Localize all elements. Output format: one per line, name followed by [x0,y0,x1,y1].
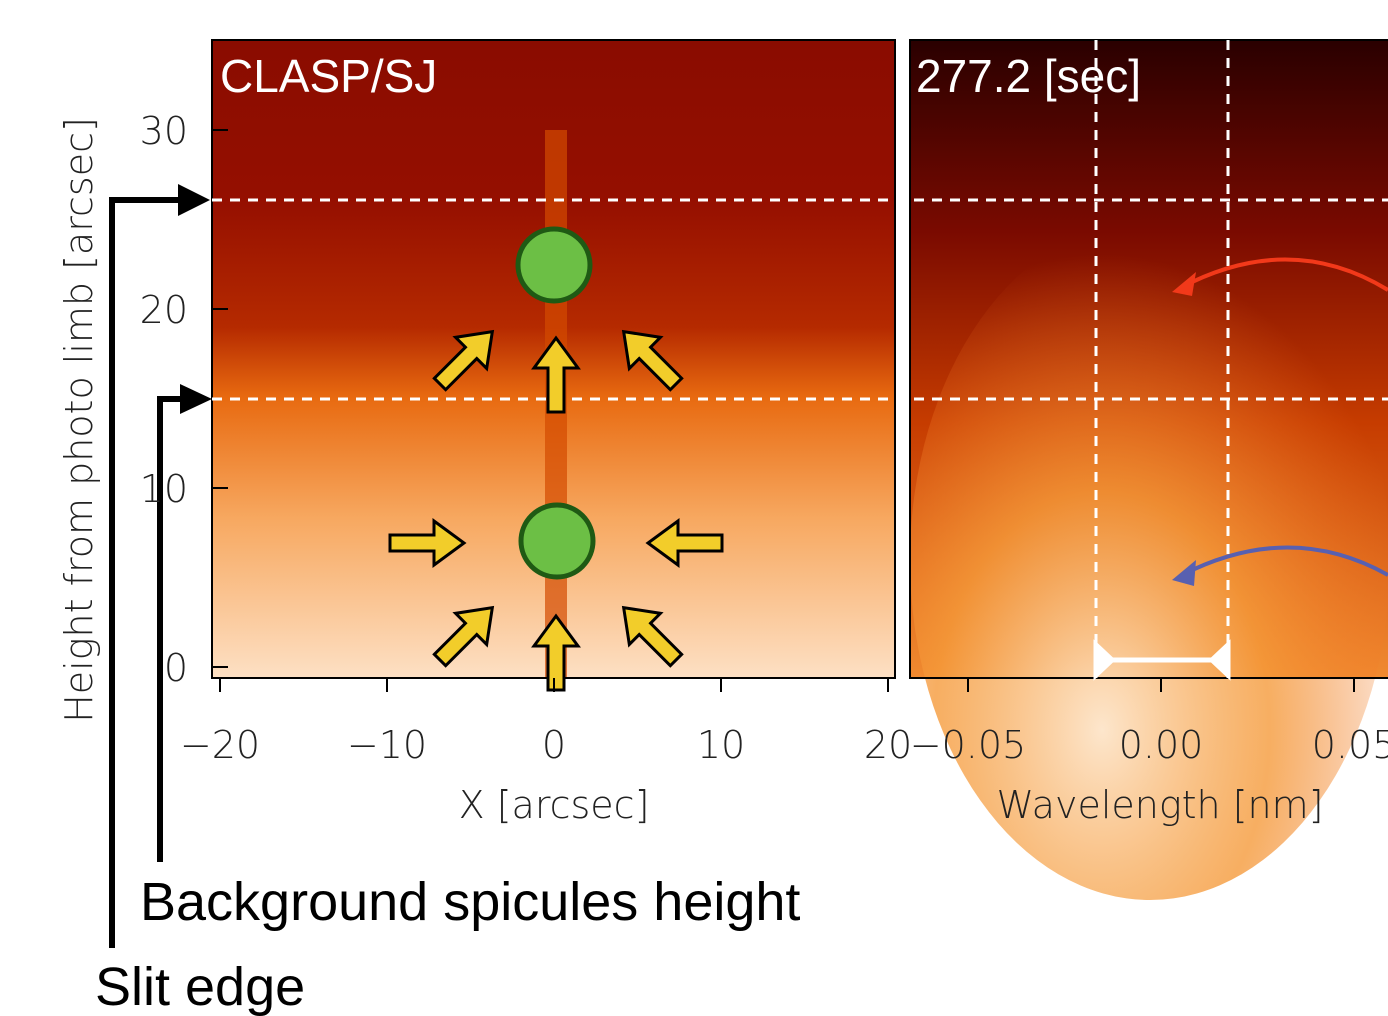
x-axis-title: X [arcsec] [459,783,650,827]
y-tick-label: 30 [140,109,188,153]
point-lower [518,502,596,580]
x-tick-label: 20 [864,723,912,767]
x-axis-title: Wavelength [nm] [997,783,1324,827]
pointer-arrows [109,197,184,948]
width-bracket [1093,639,1231,681]
x-tick-label: −10 [347,723,427,767]
y-axis-title: Height from photo limb [arcsec] [57,117,101,723]
slit-lines [212,40,1388,678]
y-tick-label: 10 [140,467,188,511]
annotation: Background spicules height [140,872,800,932]
y-tick-label: 0 [164,646,188,690]
x-tick-label: 0.05 [1312,723,1388,767]
x-tick-label: −20 [180,723,260,767]
blue-arrow [1181,545,1388,577]
panel-label: CLASP/SJ [220,50,437,102]
right-image [910,40,1388,900]
x-tick-label: 10 [697,723,745,767]
x-tick-label: 0.00 [1119,723,1204,767]
panel-label: 277.2 [sec] [916,50,1141,102]
y-tick-label: 20 [140,288,188,332]
x-tick-label: 0 [542,723,566,767]
x-tick-label: −0.05 [910,723,1026,767]
red-arrow [1179,257,1388,292]
annotation: Slit edge [95,957,305,1016]
point-upper [515,226,593,304]
